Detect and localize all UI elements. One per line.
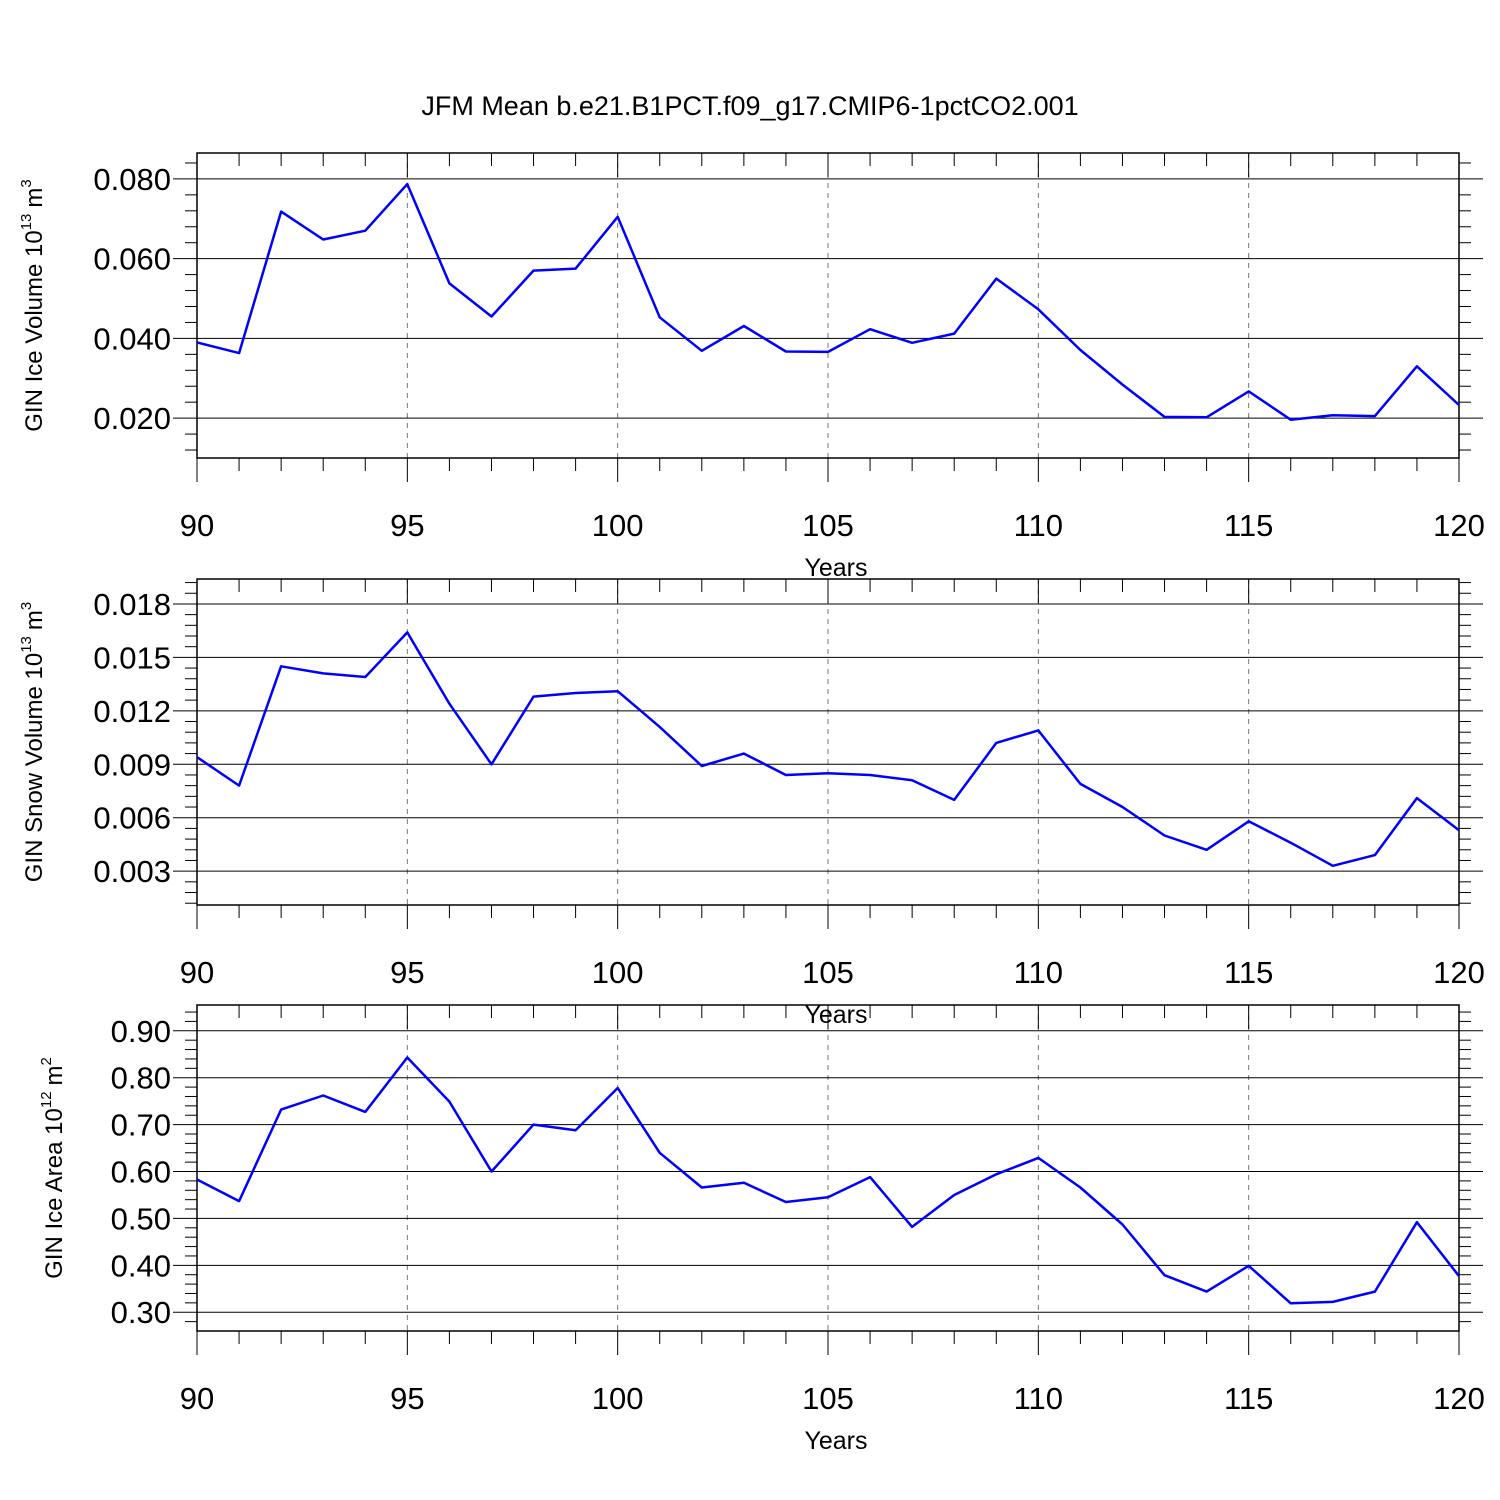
figure-title: JFM Mean b.e21.B1PCT.f09_g17.CMIP6-1pctC… [421,91,1078,121]
y-tick-label: 0.003 [93,854,171,889]
y-axis-title: GIN Snow Volume 1013 m3 [18,602,48,882]
y-tick-label: 0.40 [111,1248,171,1283]
y-axis-title-unit-exponent: 3 [18,602,35,610]
y-axis-title-text: GIN Ice Volume 10 [21,230,48,431]
x-tick-label: 105 [802,955,854,990]
y-tick-label: 0.70 [111,1108,171,1143]
chart-panels: 0.080 0.060 0.040 0.020 90 95 100 105 110 115 120 Y… [18,152,1485,1455]
x-tick-label: 95 [390,1381,424,1416]
chart-panel-1: 0.080 0.060 0.040 0.020 90 95 100 105 110 115 120 Y… [18,152,1485,582]
y-tick-label: 0.006 [93,801,171,836]
series-line-1 [196,182,1460,421]
x-tick-label: 110 [1014,508,1063,543]
x-tick-label: 110 [1014,955,1063,990]
y-axis-title-text: GIN Ice Area 10 [41,1108,68,1279]
y-axis-title-unit-exponent: 3 [18,179,35,187]
y-axis-title: GIN Ice Area 1012 m2 [38,1057,68,1279]
y-axis-title-exponent: 12 [38,1091,55,1108]
y-tick-label: 0.080 [93,162,171,197]
y-tick-label: 0.018 [93,587,171,622]
y-tick-label: 0.80 [111,1061,171,1096]
x-tick-label: 105 [802,508,854,543]
y-tick-label: 0.012 [93,694,171,729]
x-tick-label: 90 [180,508,214,543]
x-tick-label: 120 [1433,508,1485,543]
y-axis-title-text: GIN Snow Volume 10 [21,653,48,882]
x-tick-label: 115 [1224,1381,1273,1416]
y-tick-label: 0.90 [111,1014,171,1049]
chart-panel-2: 0.018 0.015 0.012 0.009 0.006 0.003 90 95 100 105… [18,578,1485,1029]
x-tick-label: 110 [1014,1381,1063,1416]
y-axis-title-unit: m [41,1065,68,1085]
y-tick-label: 0.060 [93,242,171,277]
x-tick-label: 100 [592,508,644,543]
y-axis-title: GIN Ice Volume 1013 m3 [18,179,48,431]
x-tick-label: 95 [390,955,424,990]
y-axis-title-unit: m [21,610,48,630]
x-tick-label: 100 [592,955,644,990]
x-axis-title: Years [804,554,867,582]
series-line-1 [196,1056,1460,1305]
y-tick-label: 0.50 [111,1201,171,1236]
y-tick-label: 0.60 [111,1155,171,1190]
x-tick-label: 115 [1224,508,1273,543]
x-tick-label: 115 [1224,955,1273,990]
y-tick-label: 0.30 [111,1295,171,1330]
y-tick-label: 0.015 [93,640,171,675]
y-axis-title-exponent: 13 [18,214,35,231]
x-tick-label: 90 [180,1381,214,1416]
y-tick-label: 0.020 [93,401,171,436]
y-tick-label: 0.009 [93,747,171,782]
x-tick-label: 95 [390,508,424,543]
x-tick-label: 120 [1433,1381,1485,1416]
y-tick-label: 0.040 [93,321,171,356]
x-tick-label: 120 [1433,955,1485,990]
x-tick-label: 100 [592,1381,644,1416]
x-tick-label: 90 [180,955,214,990]
y-axis-title-exponent: 13 [18,636,35,653]
y-axis-title-unit: m [21,188,48,208]
chart-panel-3: 0.90 0.80 0.70 0.60 0.50 0.40 0.30 90 95 100 105 11… [38,1004,1485,1455]
y-axis-title-unit-exponent: 2 [38,1057,55,1065]
series-line-1 [196,631,1460,868]
x-axis-title: Years [804,1427,867,1455]
x-tick-label: 105 [802,1381,854,1416]
